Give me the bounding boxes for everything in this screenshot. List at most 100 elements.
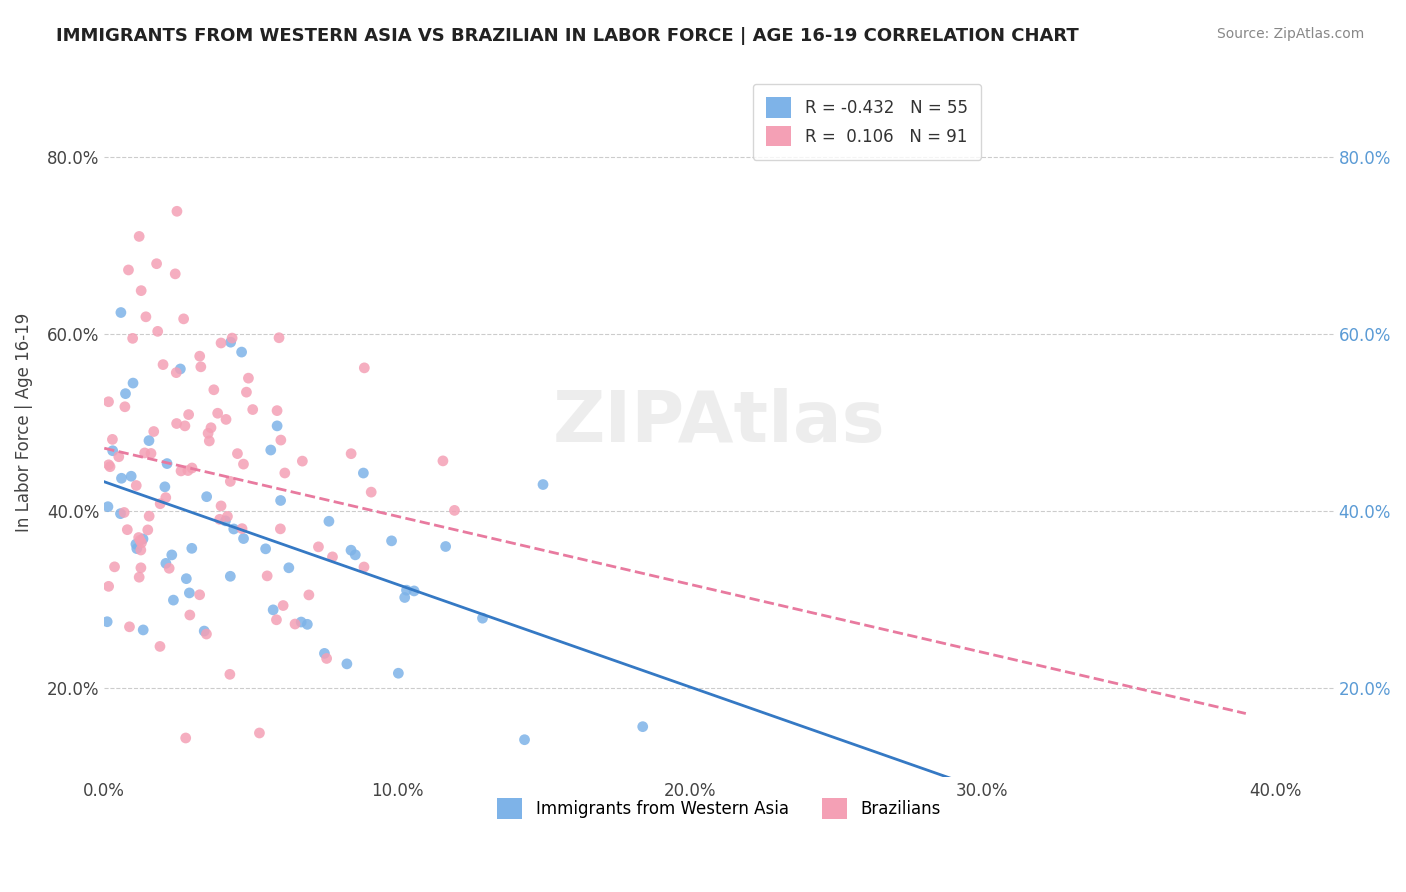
Point (394, 591, 416, 605)
Point (200, 421, 222, 435)
Point (277, 561, 299, 575)
Point (132, 623, 155, 637)
Point (471, 611, 494, 625)
Point (179, 586, 201, 600)
Point (260, 443, 283, 458)
Point (139, 446, 162, 460)
Point (387, 666, 409, 681)
Point (344, 548, 367, 562)
Point (380, 533, 402, 548)
Point (110, 507, 132, 521)
Point (202, 383, 225, 397)
Point (291, 454, 314, 468)
Point (298, 588, 321, 602)
Point (274, 466, 297, 480)
Point (156, 457, 179, 471)
Point (157, 561, 180, 575)
Point (162, 593, 184, 607)
Point (631, 720, 654, 734)
Point (254, 541, 277, 556)
Point (174, 731, 197, 745)
Point (271, 599, 294, 613)
Text: Source: ZipAtlas.com: Source: ZipAtlas.com (1216, 27, 1364, 41)
Point (360, 485, 382, 500)
Point (145, 257, 167, 271)
Point (297, 617, 319, 632)
Point (118, 620, 141, 634)
Point (221, 331, 243, 345)
Point (195, 627, 218, 641)
Point (176, 572, 198, 586)
Point (165, 366, 187, 380)
Point (222, 522, 245, 536)
Point (249, 726, 271, 740)
Point (235, 385, 257, 400)
Point (132, 532, 155, 546)
Point (266, 613, 288, 627)
Point (219, 569, 242, 583)
Point (169, 362, 191, 376)
Point (219, 475, 242, 489)
Text: IMMIGRANTS FROM WESTERN ASIA VS BRAZILIAN IN LABOR FORCE | AGE 16-19 CORRELATION: IMMIGRANTS FROM WESTERN ASIA VS BRAZILIA… (56, 27, 1078, 45)
Point (215, 412, 238, 426)
Point (188, 349, 211, 363)
Point (153, 480, 176, 494)
Point (219, 335, 242, 350)
Point (166, 417, 188, 431)
Point (238, 371, 260, 385)
Point (179, 607, 201, 622)
Point (103, 559, 125, 574)
Point (142, 425, 165, 439)
Point (152, 358, 174, 372)
Point (134, 446, 156, 460)
Point (513, 732, 536, 747)
Point (284, 617, 307, 632)
Point (107, 450, 129, 464)
Point (242, 402, 264, 417)
Point (434, 540, 457, 554)
Point (131, 536, 153, 550)
Point (135, 310, 157, 324)
Point (146, 324, 169, 338)
Legend: Immigrants from Western Asia, Brazilians: Immigrants from Western Asia, Brazilians (491, 791, 948, 825)
Point (117, 263, 139, 277)
Point (315, 651, 337, 665)
Point (177, 464, 200, 478)
Point (98, 459, 121, 474)
Point (267, 331, 290, 345)
Point (353, 360, 375, 375)
Point (125, 537, 148, 551)
Point (128, 570, 150, 584)
Point (218, 667, 240, 681)
Point (110, 305, 132, 319)
Point (226, 447, 249, 461)
Point (190, 359, 212, 374)
Point (290, 615, 312, 629)
Point (209, 336, 232, 351)
Point (125, 478, 148, 492)
Point (117, 523, 139, 537)
Point (114, 386, 136, 401)
Point (180, 541, 202, 556)
Point (136, 523, 159, 537)
Point (173, 311, 195, 326)
Point (129, 561, 152, 575)
Point (266, 418, 288, 433)
Point (352, 466, 374, 480)
Point (395, 583, 418, 598)
Point (270, 493, 292, 508)
Point (336, 657, 359, 671)
Point (121, 331, 143, 345)
Point (209, 499, 232, 513)
Point (149, 497, 172, 511)
Point (353, 560, 375, 574)
Point (110, 471, 132, 485)
Point (138, 434, 160, 448)
Point (318, 514, 340, 528)
Point (321, 549, 343, 564)
Point (138, 509, 160, 524)
Point (266, 403, 288, 417)
Point (307, 540, 329, 554)
Point (97, 579, 120, 593)
Point (112, 506, 135, 520)
